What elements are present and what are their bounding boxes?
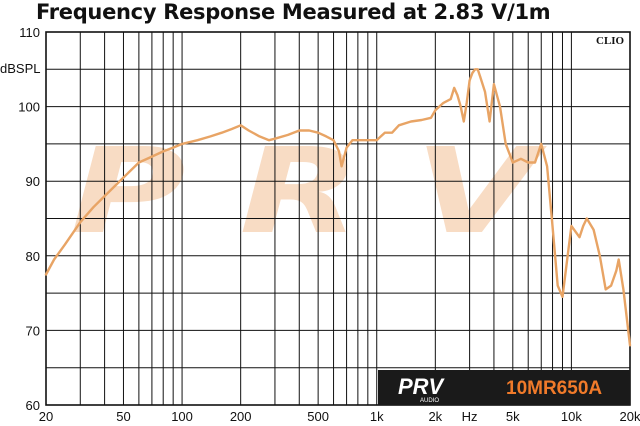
chart-title: Frequency Response Measured at 2.83 V/1m (36, 0, 551, 24)
watermark-logo: PRV (70, 122, 590, 260)
x-tick-label: 20 (39, 409, 53, 424)
model-box (378, 370, 630, 405)
x-tick-label: 20k (620, 409, 640, 424)
x-tick-label: 100 (171, 409, 193, 424)
grid-layer (45, 31, 631, 406)
x-tick-label: 10k (561, 409, 582, 424)
x-tick-label: 1k (370, 409, 384, 424)
axis-layer: dBSPL 20 50 100 200 500 1k 2k Hz 5k 10k 20k 110 100 9… (0, 25, 640, 424)
plot-frame (45, 31, 631, 406)
prv-logo: PRV (398, 374, 446, 399)
clio-label: CLIO (596, 35, 625, 47)
watermark-layer: PRV (70, 122, 590, 260)
y-tick-label: 110 (19, 25, 40, 40)
response-curve (44, 68, 632, 347)
y-tick-label: 100 (18, 100, 40, 115)
x-tick-label: 50 (116, 409, 130, 424)
curve-layer (44, 68, 632, 347)
y-tick-label: 80 (26, 249, 40, 264)
model-label: 10MR650A (506, 378, 602, 399)
x-tick-label: 5k (506, 409, 520, 424)
x-tick-label: 200 (230, 409, 252, 424)
x-tick-label: Hz (462, 409, 478, 424)
prv-logo-sub: AUDIO (420, 398, 439, 404)
brand-layer: PRV AUDIO 10MR650A CLIO (378, 35, 630, 405)
y-tick-label: 60 (26, 398, 40, 413)
x-tick-label: 2k (428, 409, 442, 424)
y-tick-label: 70 (26, 323, 40, 338)
x-tick-label: 500 (307, 409, 329, 424)
y-tick-label: 90 (26, 174, 40, 189)
y-axis-label: dBSPL (0, 61, 40, 76)
